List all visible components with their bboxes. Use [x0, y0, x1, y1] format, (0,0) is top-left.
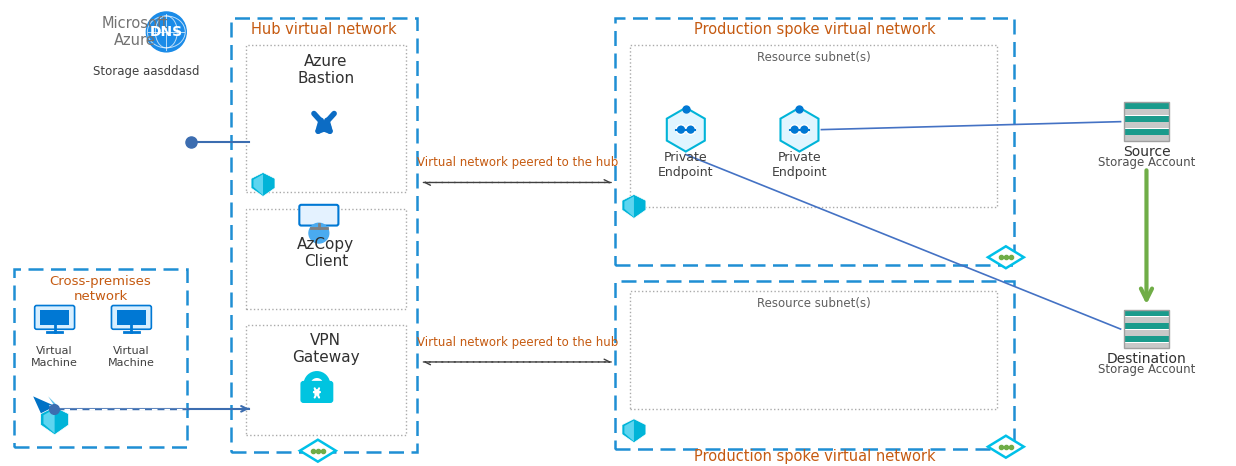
Bar — [1124, 329, 1169, 336]
Text: AzCopy
Client: AzCopy Client — [298, 237, 355, 269]
Polygon shape — [622, 419, 646, 443]
Bar — [116, 310, 146, 324]
FancyBboxPatch shape — [300, 381, 334, 403]
Text: Resource subnet(s): Resource subnet(s) — [756, 51, 870, 64]
Bar — [616, 18, 1014, 265]
Bar — [1124, 129, 1169, 135]
Polygon shape — [41, 407, 68, 435]
Bar — [1124, 135, 1169, 141]
Polygon shape — [666, 108, 705, 151]
Text: Storage Account: Storage Account — [1098, 363, 1195, 377]
Bar — [246, 45, 405, 192]
Text: Destination: Destination — [1106, 352, 1187, 366]
Polygon shape — [33, 397, 61, 429]
Circle shape — [309, 223, 329, 243]
Text: Azure
Bastion: Azure Bastion — [298, 54, 355, 86]
Circle shape — [790, 125, 800, 135]
Circle shape — [676, 125, 686, 135]
Text: Storage aasddasd: Storage aasddasd — [93, 65, 199, 78]
Bar — [1124, 116, 1169, 122]
Bar — [1124, 310, 1169, 316]
Bar — [616, 281, 1014, 449]
Polygon shape — [253, 174, 263, 195]
Bar — [1124, 309, 1169, 349]
Bar — [1124, 102, 1169, 141]
Text: Production spoke virtual network: Production spoke virtual network — [693, 449, 936, 464]
Text: Virtual
Machine: Virtual Machine — [31, 346, 78, 368]
Text: Resource subnet(s): Resource subnet(s) — [756, 297, 870, 309]
Bar — [231, 18, 417, 452]
Polygon shape — [624, 196, 634, 217]
Bar — [1124, 103, 1169, 109]
Polygon shape — [43, 409, 54, 433]
Circle shape — [800, 125, 810, 135]
FancyBboxPatch shape — [35, 306, 74, 329]
Polygon shape — [988, 436, 1023, 458]
Circle shape — [146, 12, 187, 52]
FancyBboxPatch shape — [299, 205, 339, 226]
Bar — [1124, 109, 1169, 115]
Text: Virtual
Machine: Virtual Machine — [108, 346, 154, 368]
Circle shape — [686, 125, 696, 135]
Bar — [630, 45, 997, 207]
Text: Cross-premises
network: Cross-premises network — [49, 275, 151, 303]
Polygon shape — [48, 405, 61, 413]
FancyBboxPatch shape — [111, 306, 151, 329]
Bar — [630, 291, 997, 409]
Text: Private
Endpoint: Private Endpoint — [771, 151, 827, 178]
Bar — [1124, 316, 1169, 322]
Text: Microsoft
Azure: Microsoft Azure — [101, 16, 168, 48]
Text: DNS: DNS — [150, 25, 183, 39]
Text: Hub virtual network: Hub virtual network — [251, 22, 397, 37]
Polygon shape — [988, 247, 1023, 268]
Polygon shape — [48, 397, 66, 423]
Bar — [1124, 343, 1169, 349]
Text: Virtual network peered to the hub: Virtual network peered to the hub — [417, 336, 618, 349]
Text: Virtual network peered to the hub: Virtual network peered to the hub — [417, 156, 618, 169]
Bar — [246, 209, 405, 309]
Text: Production spoke virtual network: Production spoke virtual network — [693, 22, 936, 37]
Bar — [246, 325, 405, 435]
Bar — [1124, 122, 1169, 128]
Bar — [14, 269, 187, 447]
Polygon shape — [300, 440, 336, 462]
Text: Storage Account: Storage Account — [1098, 156, 1195, 169]
Polygon shape — [624, 421, 634, 441]
Text: VPN
Gateway: VPN Gateway — [292, 333, 360, 365]
Polygon shape — [780, 108, 818, 151]
Bar — [1124, 323, 1169, 329]
Bar — [1124, 336, 1169, 342]
Polygon shape — [251, 172, 274, 197]
Text: Source: Source — [1122, 144, 1170, 158]
Polygon shape — [622, 194, 646, 219]
Bar — [40, 310, 69, 324]
Text: Private
Endpoint: Private Endpoint — [658, 151, 713, 178]
